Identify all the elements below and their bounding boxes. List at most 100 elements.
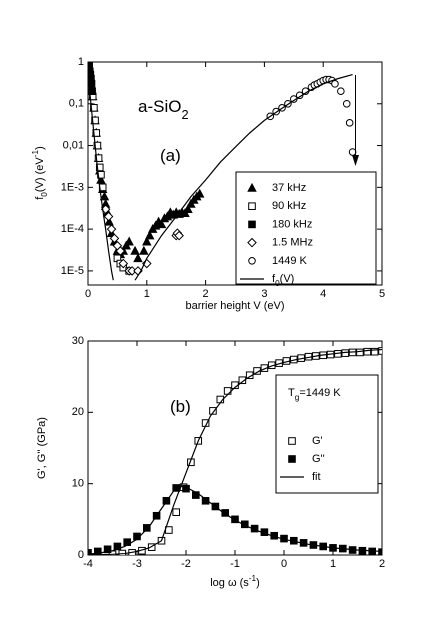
marker-diamond xyxy=(106,224,117,234)
marker-square xyxy=(370,347,379,356)
legend-title-part: =1449 K xyxy=(299,387,341,399)
marker-filled-square xyxy=(248,220,256,229)
marker-triangle xyxy=(130,245,140,255)
x-tick-label: 0 xyxy=(85,288,91,300)
y-axis-label-part: (V) (eV xyxy=(34,157,46,193)
legend-label: 37 kHz xyxy=(272,182,306,194)
marker-circle xyxy=(337,87,345,96)
legend-label: 1449 K xyxy=(272,255,308,267)
marker-square xyxy=(238,376,247,385)
annotation: (a) xyxy=(160,146,181,165)
marker-circle xyxy=(331,80,339,88)
legend-label: 180 kHz xyxy=(272,218,312,230)
annotation-part: a-SiO xyxy=(138,97,181,116)
x-axis-label: log ω (s-1) xyxy=(210,574,260,589)
fit-line xyxy=(88,74,353,281)
x-tick-label: 0 xyxy=(281,558,287,570)
plot-area xyxy=(88,62,363,281)
legend-label-part: G' xyxy=(312,435,323,447)
legend-label-part: f xyxy=(272,273,276,285)
marker-filled-square xyxy=(103,545,112,554)
y-tick-label: 0,1 xyxy=(69,98,84,110)
y-axis-label-part: ) xyxy=(34,146,46,150)
annotation: a-SiO2 xyxy=(138,97,189,121)
legend-box xyxy=(275,374,379,494)
marker-triangle xyxy=(99,191,110,201)
marker-square xyxy=(223,387,232,395)
x-tick-label: 2 xyxy=(203,288,209,300)
marker-triangle xyxy=(133,253,143,263)
marker-filled-square xyxy=(221,509,229,517)
legend-label: 1.5 MHz xyxy=(272,237,313,249)
marker-filled-square xyxy=(143,524,151,532)
fit-line xyxy=(88,348,382,555)
legend-label: G' xyxy=(312,435,323,447)
legend-label: G'' xyxy=(312,453,325,465)
y-axis-label: f0(V) (eV-1) xyxy=(31,146,49,200)
x-tick-label: -3 xyxy=(132,558,142,570)
legend-title-part: T xyxy=(288,387,295,399)
x-tick-label: -4 xyxy=(83,558,93,570)
marker-filled-square xyxy=(88,80,96,88)
y-axis-label-part: -1 xyxy=(31,150,40,158)
marker-triangle xyxy=(156,219,167,229)
plot-frame xyxy=(87,61,383,286)
x-tick-label: -2 xyxy=(181,558,191,570)
x-tick-label: 1 xyxy=(144,288,150,300)
y-tick-label: 20 xyxy=(72,406,84,418)
y-tick-label: 1E-4 xyxy=(61,223,84,235)
marker-diamond xyxy=(118,258,129,269)
y-axis-label: G', G'' (GPa) xyxy=(36,417,48,479)
marker-square xyxy=(378,347,382,355)
plot-area xyxy=(88,347,382,555)
x-axis-label: barrier height V (eV) xyxy=(185,300,284,312)
y-axis-label-part: 0 xyxy=(40,192,49,197)
marker-filled-square xyxy=(88,549,92,555)
marker-square xyxy=(172,508,180,516)
legend-title-part: g xyxy=(295,393,300,402)
annotation-part: (b) xyxy=(170,397,191,416)
marker-diamond xyxy=(174,230,184,241)
x-tick-label: 4 xyxy=(320,288,326,300)
marker-filled-square xyxy=(241,520,249,529)
marker-square xyxy=(97,170,105,179)
x-axis-label-part: -1 xyxy=(249,574,257,583)
legend-box xyxy=(235,171,377,285)
legend-label-part: (V) xyxy=(280,273,295,285)
marker-filled-square xyxy=(288,455,296,463)
legend-label-part: 90 kHz xyxy=(272,200,306,212)
y-axis-label-part: G', G'' (GPa) xyxy=(36,417,48,479)
marker-diamond xyxy=(247,237,257,248)
marker-diamond xyxy=(115,246,126,256)
marker-square xyxy=(95,163,104,172)
marker-filled-square xyxy=(201,496,210,505)
marker-square xyxy=(147,543,156,551)
legend-label: 90 kHz xyxy=(272,200,306,212)
marker-filled-square xyxy=(231,515,239,524)
x-tick-label: -1 xyxy=(230,558,240,570)
legend-label: fit xyxy=(312,471,321,483)
x-tick-label: 3 xyxy=(261,288,267,300)
x-axis-label-part: log ω (s xyxy=(210,577,249,589)
marker-filled-square xyxy=(88,87,96,96)
arrow xyxy=(352,75,359,166)
legend-label-part: 1.5 MHz xyxy=(272,237,313,249)
marker-square xyxy=(93,141,102,150)
x-axis-label-part: ) xyxy=(256,577,260,589)
annotation-part: (a) xyxy=(160,146,181,165)
y-tick-label: 1 xyxy=(78,56,84,68)
marker-circle xyxy=(342,99,351,108)
x-axis-label-part: barrier height V (eV) xyxy=(185,300,284,312)
marker-triangle xyxy=(142,236,152,246)
marker-circle xyxy=(248,257,256,265)
marker-square xyxy=(90,104,98,112)
x-tick-label: 1 xyxy=(330,558,336,570)
y-axis-label-part: f xyxy=(34,196,46,200)
marker-square xyxy=(248,202,256,210)
legend-label: f0(V) xyxy=(272,273,294,288)
marker-triangle xyxy=(104,216,114,226)
marker-filled-square xyxy=(378,548,382,555)
marker-square xyxy=(363,347,372,356)
y-tick-label: 30 xyxy=(72,335,84,347)
